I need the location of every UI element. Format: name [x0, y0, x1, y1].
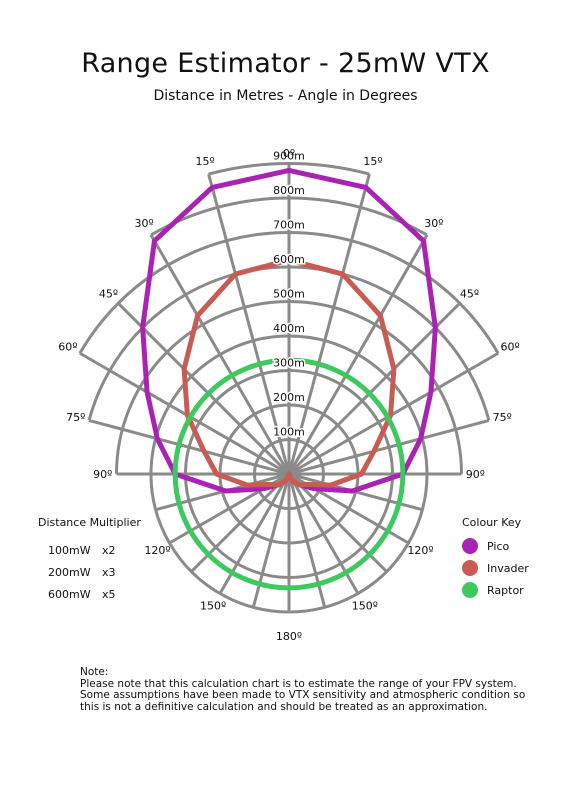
multiplier-power: 600mW	[48, 587, 91, 601]
angle-label: 0º	[283, 147, 295, 160]
angle-label: 90º	[93, 468, 112, 481]
note: Note: Please note that this calculation …	[80, 666, 550, 713]
range-tick-label: 200m	[273, 391, 305, 404]
distance-multiplier: Distance Multiplier 100mW x2 200mW x3 60…	[38, 516, 141, 605]
multiplier-row: 200mW x3	[38, 561, 141, 583]
colour-key-heading: Colour Key	[462, 516, 522, 529]
angle-label: 30º	[135, 217, 154, 230]
range-tick-label: 500m	[273, 288, 305, 301]
spoke-line	[287, 173, 371, 475]
legend-swatch	[462, 582, 478, 598]
range-tick-label: 700m	[273, 219, 305, 232]
angle-label: 30º	[424, 217, 443, 230]
spoke-line	[288, 351, 499, 476]
series-invader	[181, 257, 397, 488]
angle-label: 75º	[66, 411, 85, 424]
angle-label: 180º	[276, 630, 302, 643]
angle-label: 120º	[144, 544, 170, 557]
angle-label: 60º	[501, 340, 520, 353]
range-tick-label: 100m	[273, 426, 305, 439]
distance-multiplier-heading: Distance Multiplier	[38, 516, 141, 529]
colour-key: Colour Key Pico Invader Raptor	[462, 516, 529, 601]
chart-title: Range Estimator - 25mW VTX	[81, 48, 490, 79]
angle-label: 150º	[352, 599, 378, 612]
angle-label: 45º	[99, 287, 118, 300]
multiplier-factor: x3	[102, 565, 116, 579]
multiplier-row: 600mW x5	[38, 583, 141, 605]
legend-label: Pico	[487, 539, 510, 553]
angle-label: 75º	[493, 411, 512, 424]
angle-label: 120º	[407, 544, 433, 557]
legend-label: Raptor	[487, 583, 524, 597]
polar-grid	[78, 162, 500, 614]
spoke-line	[149, 234, 291, 475]
angle-label: 90º	[466, 468, 485, 481]
angle-label: 15º	[195, 155, 214, 168]
spoke-line	[117, 302, 291, 476]
note-line: Some assumptions have been made to VTX s…	[80, 689, 526, 701]
series-layer	[140, 167, 438, 591]
multiplier-row: 100mW x2	[38, 539, 141, 561]
range-tick-label: 800m	[273, 184, 305, 197]
multiplier-power: 100mW	[48, 543, 91, 557]
legend-label: Invader	[487, 561, 529, 575]
multiplier-factor: x5	[102, 587, 116, 601]
spoke-line	[207, 173, 291, 475]
range-tick-label: 900m	[273, 150, 305, 163]
range-tick-label: 400m	[273, 322, 305, 335]
angle-label: 15º	[363, 155, 382, 168]
multiplier-power: 200mW	[48, 565, 91, 579]
note-line: Please note that this calculation chart …	[80, 677, 517, 690]
legend-swatch	[462, 560, 478, 576]
note-heading: Note:	[80, 666, 109, 678]
spoke-line	[79, 351, 290, 476]
note-line: this is not a definitive calculation and…	[80, 700, 488, 713]
range-tick-label: 600m	[273, 253, 305, 266]
legend-item-pico: Pico	[462, 535, 529, 557]
spoke-line	[287, 302, 461, 476]
spoke-line	[88, 418, 290, 476]
angle-label: 60º	[58, 340, 77, 353]
spoke-line	[288, 418, 490, 476]
legend-item-raptor: Raptor	[462, 579, 529, 601]
series-raptor	[172, 357, 406, 591]
legend-item-invader: Invader	[462, 557, 529, 579]
spoke-line	[287, 234, 429, 475]
multiplier-factor: x2	[102, 543, 116, 557]
legend-swatch	[462, 538, 478, 554]
angle-label: 45º	[460, 287, 479, 300]
range-tick-label: 300m	[273, 357, 305, 370]
chart-subtitle: Distance in Metres - Angle in Degrees	[153, 88, 418, 104]
angle-label: 150º	[200, 599, 226, 612]
